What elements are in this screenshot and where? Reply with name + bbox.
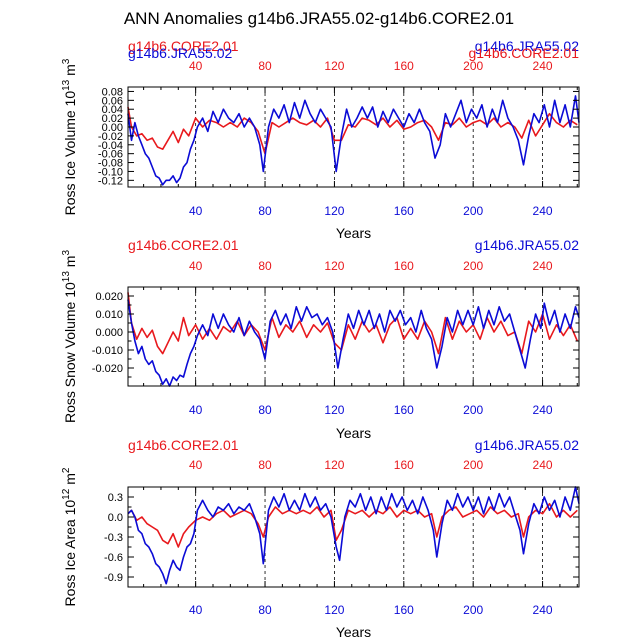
y-tick-label: 0.06 [102,95,123,107]
y-tick-label: -0.08 [98,158,123,170]
y-tick-label: -0.010 [92,345,123,357]
x-tick-label-top: 120 [324,59,344,73]
x-tick-label-top: 200 [463,59,483,73]
y-tick-label: 0.0 [108,512,123,524]
legend-core: g14b6.CORE2.01 [128,38,239,54]
y-axis-label: Ross Ice Volume 1013 m3 [61,58,78,215]
y-tick-label: -0.06 [98,149,123,161]
y-axis-label: Ross Snow Volume 1013 m3 [61,250,78,424]
x-tick-label-top: 80 [258,59,272,73]
panel-ice-area: -0.9 -0.6 -0.3 0.0 0.3 40 40 80 80 120 120 160 160 20… [61,437,580,638]
x-tick-label-bottom: 40 [189,403,203,417]
y-tick-label: 0.08 [102,86,123,98]
x-tick-label-top: 120 [324,259,344,273]
legend-jra-overlap: g14b6.JRA55.02 [128,45,233,61]
x-tick-label-bottom: 80 [258,603,272,617]
y-tick-label: -0.04 [98,140,123,152]
y-tick-label: 0.02 [102,113,123,125]
x-tick-label-top: 40 [189,458,203,472]
series-line-core [127,502,578,548]
x-tick-label-bottom: 160 [394,603,414,617]
x-tick-label-top: 240 [533,259,553,273]
x-tick-label-top: 40 [189,59,203,73]
figure-title: ANN Anomalies g14b6.JRA55.02-g14b6.CORE2… [124,9,514,28]
y-tick-label: 0.020 [95,291,123,303]
x-tick-label-bottom: 80 [258,403,272,417]
x-tick-label-top: 160 [394,259,414,273]
y-axis-label: Ross Ice Area 1012 m2 [61,467,78,606]
x-tick-label-top: 240 [533,59,553,73]
legend-core-overlap: g14b6.CORE2.01 [468,45,579,61]
x-tick-label-bottom: 80 [258,204,272,218]
legend-jra: g14b6.JRA55.02 [475,237,580,253]
legend-core: g14b6.CORE2.01 [128,437,239,453]
x-tick-label-bottom: 200 [463,204,483,218]
x-tick-label-top: 120 [324,458,344,472]
x-axis-label: Years [336,624,371,638]
series-line-jra [127,299,580,387]
x-tick-label-top: 80 [258,259,272,273]
x-tick-label-bottom: 120 [324,403,344,417]
y-tick-label: 0.000 [95,327,123,339]
x-tick-label-bottom: 160 [394,204,414,218]
x-axis-label: Years [336,425,371,441]
legend-core: g14b6.CORE2.01 [128,237,239,253]
x-tick-label-top: 240 [533,458,553,472]
x-tick-label-bottom: 120 [324,603,344,617]
x-tick-label-top: 40 [189,259,203,273]
y-tick-label: 0.010 [95,309,123,321]
y-tick-label: -0.6 [104,552,123,564]
x-tick-label-top: 160 [394,458,414,472]
legend-jra: g14b6.JRA55.02 [475,437,580,453]
x-tick-label-top: 200 [463,458,483,472]
x-tick-label-top: 160 [394,59,414,73]
y-tick-label: -0.10 [98,166,123,178]
y-tick-label: 0.04 [102,104,123,116]
x-tick-label-bottom: 120 [324,204,344,218]
y-tick-label: -0.020 [92,363,123,375]
series-line-jra [127,486,580,585]
x-axis-label: Years [336,225,371,241]
x-tick-label-bottom: 40 [189,603,203,617]
x-tick-label-bottom: 160 [394,403,414,417]
y-tick-label: -0.3 [104,532,123,544]
panel-ice-volume: -0.12-0.10-0.08-0.06-0.04-0.020.000.020.… [61,38,580,241]
panel-snow-volume: -0.020 -0.010 0.000 0.010 0.020 40 40 80 80 120 12… [61,237,580,441]
legend-jra: g14b6.JRA55.02 [475,38,580,54]
x-tick-label-bottom: 200 [463,603,483,617]
x-tick-label-top: 200 [463,259,483,273]
x-tick-label-bottom: 240 [533,603,553,617]
x-tick-label-bottom: 40 [189,204,203,218]
y-tick-label: -0.02 [98,131,123,143]
plot-frame [127,86,580,188]
y-tick-label: 0.00 [102,122,123,134]
plot-frame [127,286,580,387]
series-line-jra [127,95,580,186]
chart-panels: -0.12-0.10-0.08-0.06-0.04-0.020.000.020.… [61,38,580,638]
x-tick-label-bottom: 200 [463,403,483,417]
x-tick-label-bottom: 240 [533,204,553,218]
y-tick-label: -0.9 [104,572,123,584]
x-tick-label-top: 80 [258,458,272,472]
y-tick-label: -0.12 [98,175,123,187]
y-tick-label: 0.3 [108,492,123,504]
x-tick-label-bottom: 240 [533,403,553,417]
